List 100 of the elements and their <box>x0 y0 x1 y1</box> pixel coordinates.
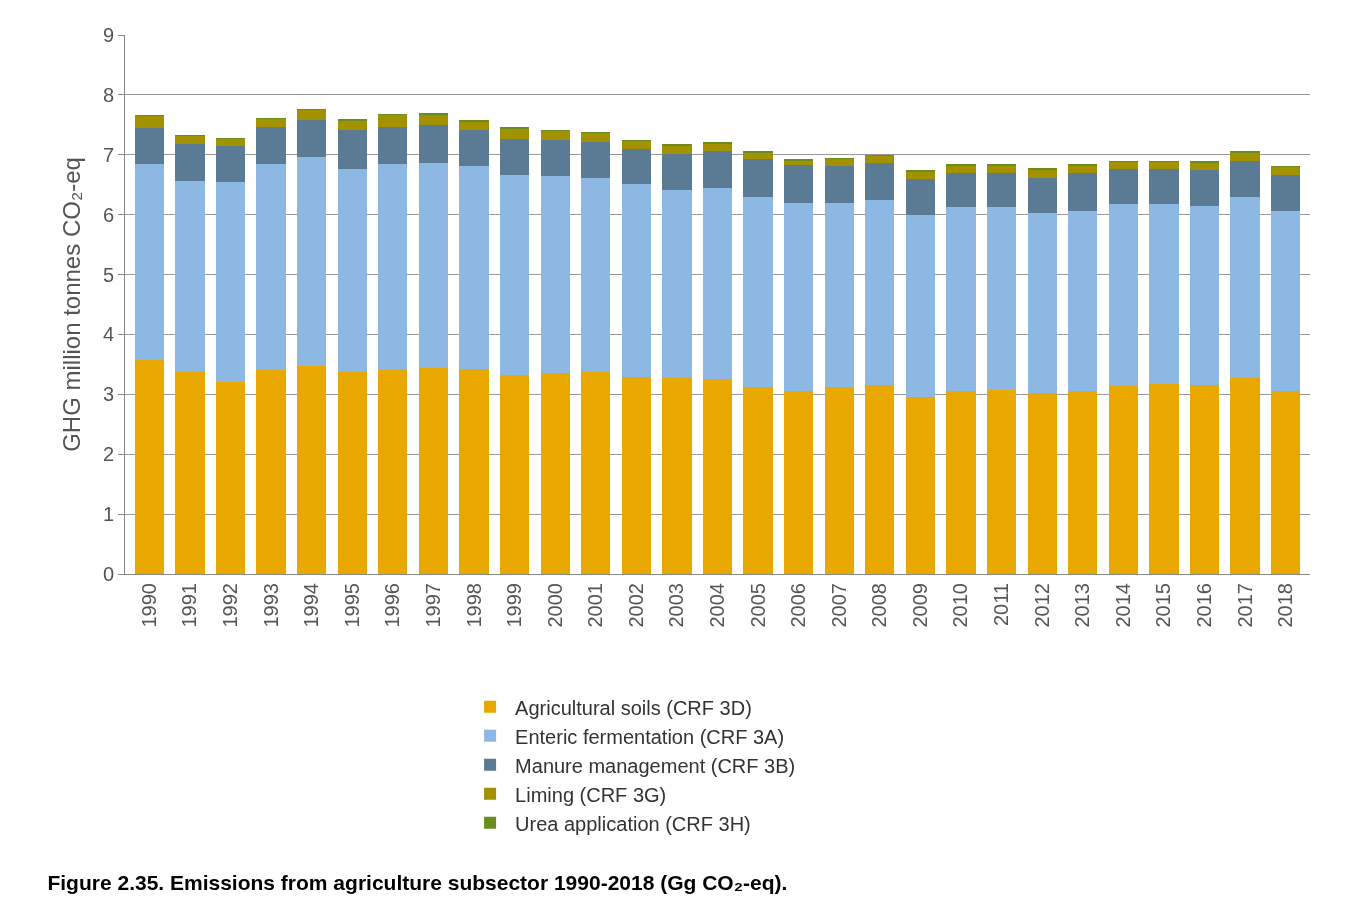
legend-label: Liming (CRF 3G) <box>515 783 667 806</box>
bar <box>540 130 570 141</box>
bar <box>581 141 611 178</box>
bar <box>784 202 814 391</box>
bar <box>662 190 692 379</box>
x-tick-label: 2006 <box>787 583 810 628</box>
bar <box>215 182 246 382</box>
bar <box>1230 152 1260 161</box>
bar <box>946 391 976 574</box>
bar <box>824 165 854 203</box>
bar <box>702 150 733 188</box>
x-tick-label: 2000 <box>543 583 566 628</box>
bar <box>621 141 651 150</box>
bar <box>702 187 733 380</box>
bar <box>865 155 895 163</box>
bar <box>1068 390 1098 574</box>
bar <box>905 214 936 398</box>
bar <box>702 379 733 574</box>
y-axis-title: GHG million tonnes CO₂-eq <box>57 157 85 452</box>
bar <box>499 175 530 375</box>
bar <box>540 176 570 373</box>
bar <box>175 144 205 181</box>
y-tick-label: 4 <box>102 323 114 346</box>
bar <box>499 374 530 574</box>
bar <box>1271 175 1301 212</box>
x-tick-label: 1996 <box>381 583 404 628</box>
y-tick-label: 6 <box>102 203 114 226</box>
bar <box>1149 384 1179 574</box>
bar <box>1271 211 1301 392</box>
x-tick-label: 2002 <box>624 583 647 628</box>
bar <box>1108 169 1138 205</box>
bar <box>743 386 773 574</box>
bar <box>540 140 570 177</box>
bar <box>378 114 408 127</box>
bar <box>337 372 367 574</box>
bar <box>824 202 854 388</box>
legend-label: Urea application (CRF 3H) <box>515 812 751 835</box>
bar <box>905 397 936 574</box>
bar <box>215 138 246 147</box>
bar <box>1230 377 1260 574</box>
bar <box>784 164 814 203</box>
x-tick-label: 1992 <box>219 583 242 628</box>
x-tick-label: 2015 <box>1152 583 1175 628</box>
x-tick-label: 2016 <box>1192 583 1215 628</box>
bar <box>459 369 489 574</box>
bar <box>134 115 164 128</box>
bar <box>662 153 692 191</box>
bar <box>378 370 408 574</box>
x-tick-label: 1998 <box>462 583 485 628</box>
x-tick-label: 2014 <box>1111 583 1134 628</box>
bar <box>581 371 611 574</box>
bar <box>1189 206 1220 386</box>
bar <box>297 109 327 121</box>
bar <box>256 164 286 370</box>
bar <box>297 120 327 158</box>
y-tick-label: 7 <box>102 143 114 166</box>
bar <box>134 163 164 361</box>
bar <box>378 126 408 165</box>
bar <box>175 180 205 372</box>
bar <box>1189 385 1220 574</box>
x-tick-label: 1999 <box>503 583 526 628</box>
bar <box>1271 391 1301 574</box>
bar <box>175 371 205 574</box>
x-tick-label: 1995 <box>340 583 363 628</box>
x-tick-label: 1991 <box>178 583 201 628</box>
bar <box>134 127 164 164</box>
x-tick-label: 2004 <box>706 583 728 628</box>
bar <box>621 376 651 574</box>
bar <box>337 130 367 169</box>
bar <box>337 168 367 373</box>
bar <box>743 152 773 159</box>
bar <box>986 390 1017 574</box>
bar <box>702 143 733 151</box>
bar <box>1189 170 1220 207</box>
bar <box>1068 211 1098 391</box>
bar <box>824 158 854 166</box>
x-tick-label: 2018 <box>1274 583 1297 628</box>
x-tick-label: 1997 <box>421 583 444 628</box>
bar <box>581 132 611 142</box>
bar <box>297 157 327 366</box>
x-tick-label: 2007 <box>827 583 850 628</box>
y-tick-label: 1 <box>102 503 114 526</box>
bar <box>743 196 773 387</box>
bar <box>1108 161 1138 170</box>
bar <box>1027 177 1057 213</box>
bar <box>621 149 651 185</box>
bar <box>743 158 773 197</box>
bar <box>662 378 692 574</box>
bar <box>1027 212 1057 393</box>
y-tick-label: 3 <box>102 383 114 406</box>
bar <box>1230 196 1260 378</box>
bar <box>215 146 246 183</box>
x-tick-label: 2009 <box>908 583 931 628</box>
x-tick-label: 2010 <box>949 583 972 628</box>
bar <box>297 365 327 574</box>
legend-label: Manure management (CRF 3B) <box>515 754 796 777</box>
x-tick-label: 2011 <box>990 583 1013 627</box>
x-tick-label: 1993 <box>259 583 282 628</box>
bar <box>946 207 976 392</box>
bar <box>378 164 408 371</box>
